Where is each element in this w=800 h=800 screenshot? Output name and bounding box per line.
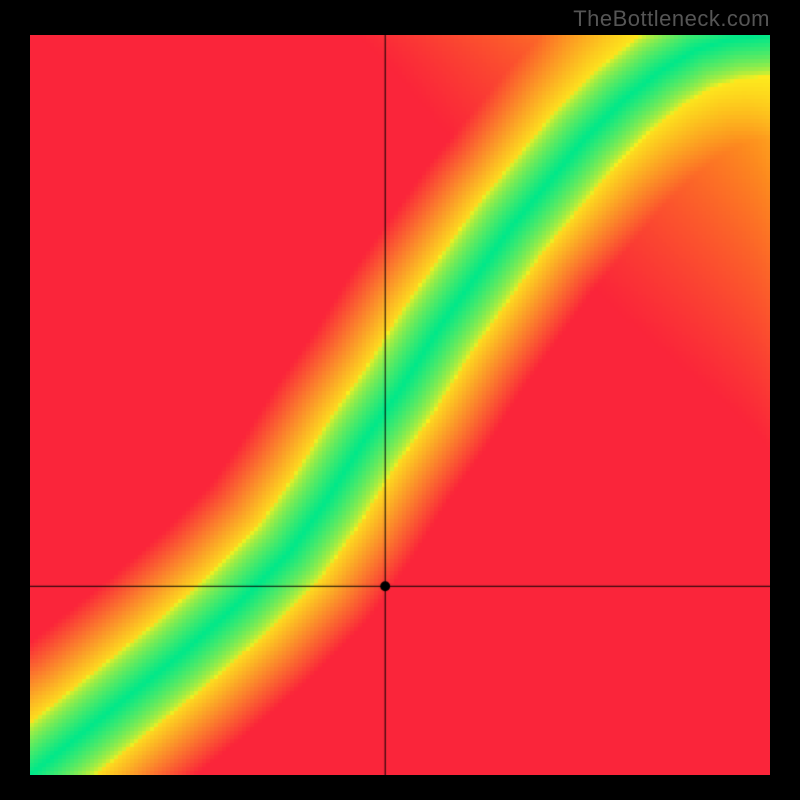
heatmap-plot [30, 35, 770, 775]
heatmap-canvas [30, 35, 770, 775]
watermark-text: TheBottleneck.com [573, 6, 770, 32]
